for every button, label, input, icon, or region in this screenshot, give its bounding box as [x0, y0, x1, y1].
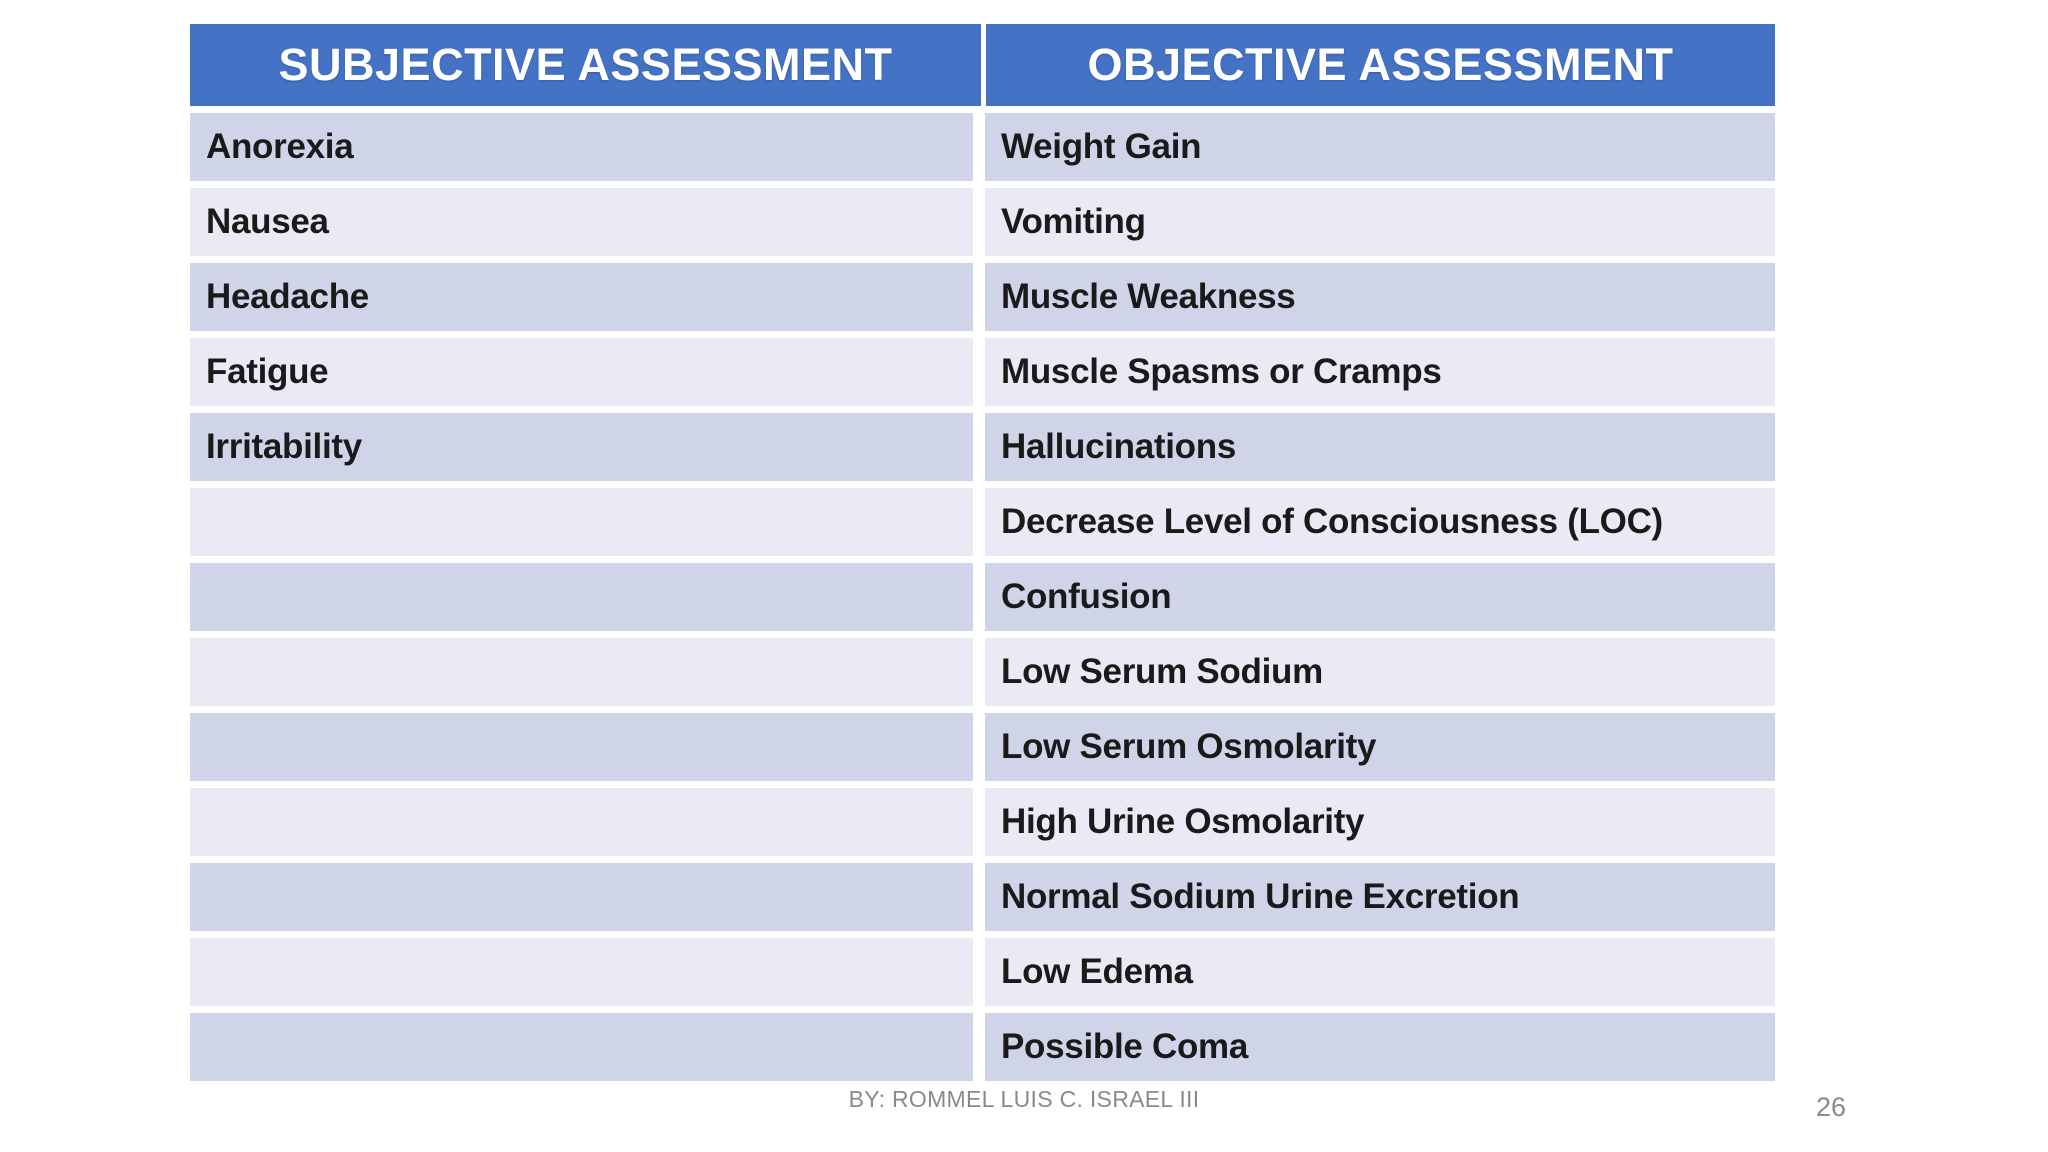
objective-cell: Low Serum Osmolarity	[985, 713, 1775, 781]
footer-credit: BY: ROMMEL LUIS C. ISRAEL III	[848, 1086, 1200, 1112]
table-row: High Urine Osmolarity	[190, 788, 1775, 856]
table-header-row: SUBJECTIVE ASSESSMENT OBJECTIVE ASSESSME…	[190, 24, 1775, 106]
subjective-cell	[190, 788, 973, 856]
table-row: Nausea Vomiting	[190, 188, 1775, 256]
table-row: Headache Muscle Weakness	[190, 263, 1775, 331]
header-cell-subjective: SUBJECTIVE ASSESSMENT	[190, 24, 981, 106]
table-row: Low Serum Osmolarity	[190, 713, 1775, 781]
objective-cell: Possible Coma	[985, 1013, 1775, 1081]
table-row: Irritability Hallucinations	[190, 413, 1775, 481]
subjective-cell	[190, 713, 973, 781]
objective-cell: Low Edema	[985, 938, 1775, 1006]
subjective-cell	[190, 638, 973, 706]
table-row: Confusion	[190, 563, 1775, 631]
subjective-cell: Nausea	[190, 188, 973, 256]
objective-cell: Hallucinations	[985, 413, 1775, 481]
subjective-cell	[190, 488, 973, 556]
objective-cell: Low Serum Sodium	[985, 638, 1775, 706]
objective-cell: Decrease Level of Consciousness (LOC)	[985, 488, 1775, 556]
subjective-cell	[190, 863, 973, 931]
table-row: Low Serum Sodium	[190, 638, 1775, 706]
objective-cell: Muscle Weakness	[985, 263, 1775, 331]
subjective-cell	[190, 563, 973, 631]
objective-cell: Confusion	[985, 563, 1775, 631]
page-number: 26	[1815, 1092, 1846, 1122]
table-row: Normal Sodium Urine Excretion	[190, 863, 1775, 931]
subjective-cell	[190, 938, 973, 1006]
subjective-cell: Fatigue	[190, 338, 973, 406]
objective-cell: Vomiting	[985, 188, 1775, 256]
header-cell-objective: OBJECTIVE ASSESSMENT	[986, 24, 1775, 106]
table-row: Fatigue Muscle Spasms or Cramps	[190, 338, 1775, 406]
objective-cell: Normal Sodium Urine Excretion	[985, 863, 1775, 931]
table-row: Possible Coma	[190, 1013, 1775, 1081]
table-body: Anorexia Weight Gain Nausea Vomiting Headach…	[190, 113, 1775, 1081]
table-row: Anorexia Weight Gain	[190, 113, 1775, 181]
assessment-table: SUBJECTIVE ASSESSMENT OBJECTIVE ASSESSME…	[190, 24, 1775, 1081]
objective-cell: Weight Gain	[985, 113, 1775, 181]
subjective-cell: Anorexia	[190, 113, 973, 181]
subjective-cell	[190, 1013, 973, 1081]
objective-cell: High Urine Osmolarity	[985, 788, 1775, 856]
subjective-cell: Irritability	[190, 413, 973, 481]
objective-cell: Muscle Spasms or Cramps	[985, 338, 1775, 406]
table-row: Low Edema	[190, 938, 1775, 1006]
subjective-cell: Headache	[190, 263, 973, 331]
table-row: Decrease Level of Consciousness (LOC)	[190, 488, 1775, 556]
